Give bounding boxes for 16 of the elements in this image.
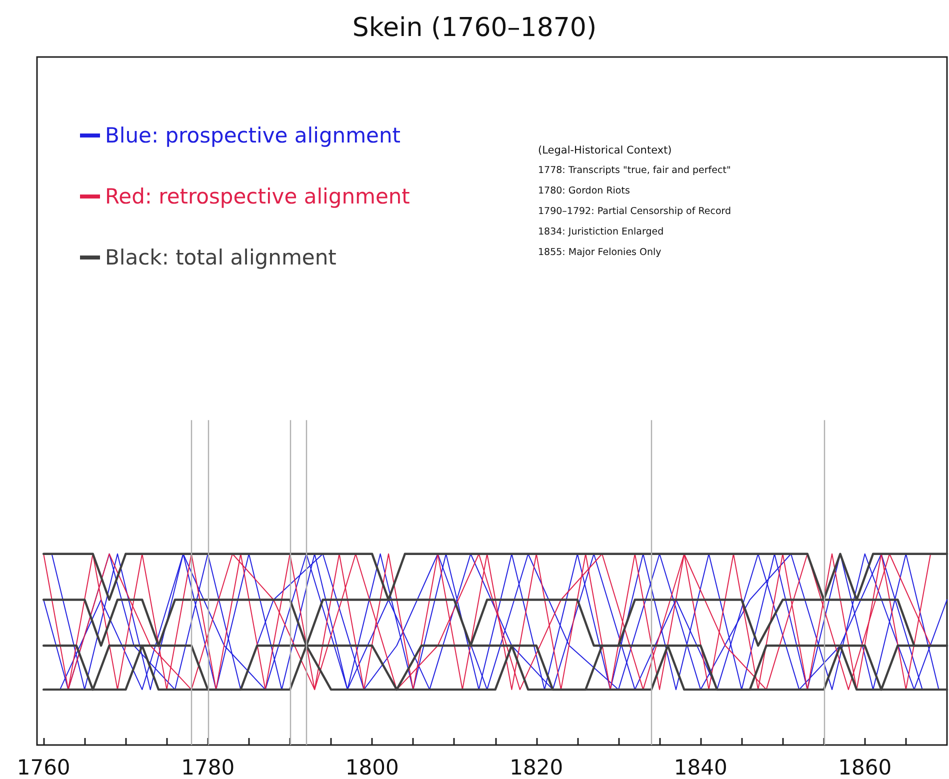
x-tick-label: 1800 [345, 756, 399, 779]
text: 1780: Gordon Riots [538, 186, 630, 196]
text: (Legal-Historical Context) [538, 144, 672, 156]
chart-title: Skein (1760–1870) [352, 13, 597, 43]
x-tick-label: 1820 [510, 756, 564, 779]
legend-label: Black: total alignment [105, 246, 336, 270]
legend-label: Blue: prospective alignment [105, 124, 400, 148]
x-tick-label: 1760 [16, 756, 70, 779]
x-tick-label: 1860 [838, 756, 892, 779]
text: 1778: Transcripts "true, fair and perfect" [538, 165, 731, 176]
x-tick-label: 1780 [181, 756, 235, 779]
text: 1855: Major Felonies Only [538, 247, 662, 258]
legend-label: Red: retrospective alignment [105, 184, 410, 208]
x-tick-label: 1840 [674, 756, 728, 779]
text: 1790–1792: Partial Censorship of Record [538, 206, 732, 217]
text: 1834: Juristiction Enlarged [538, 226, 664, 238]
